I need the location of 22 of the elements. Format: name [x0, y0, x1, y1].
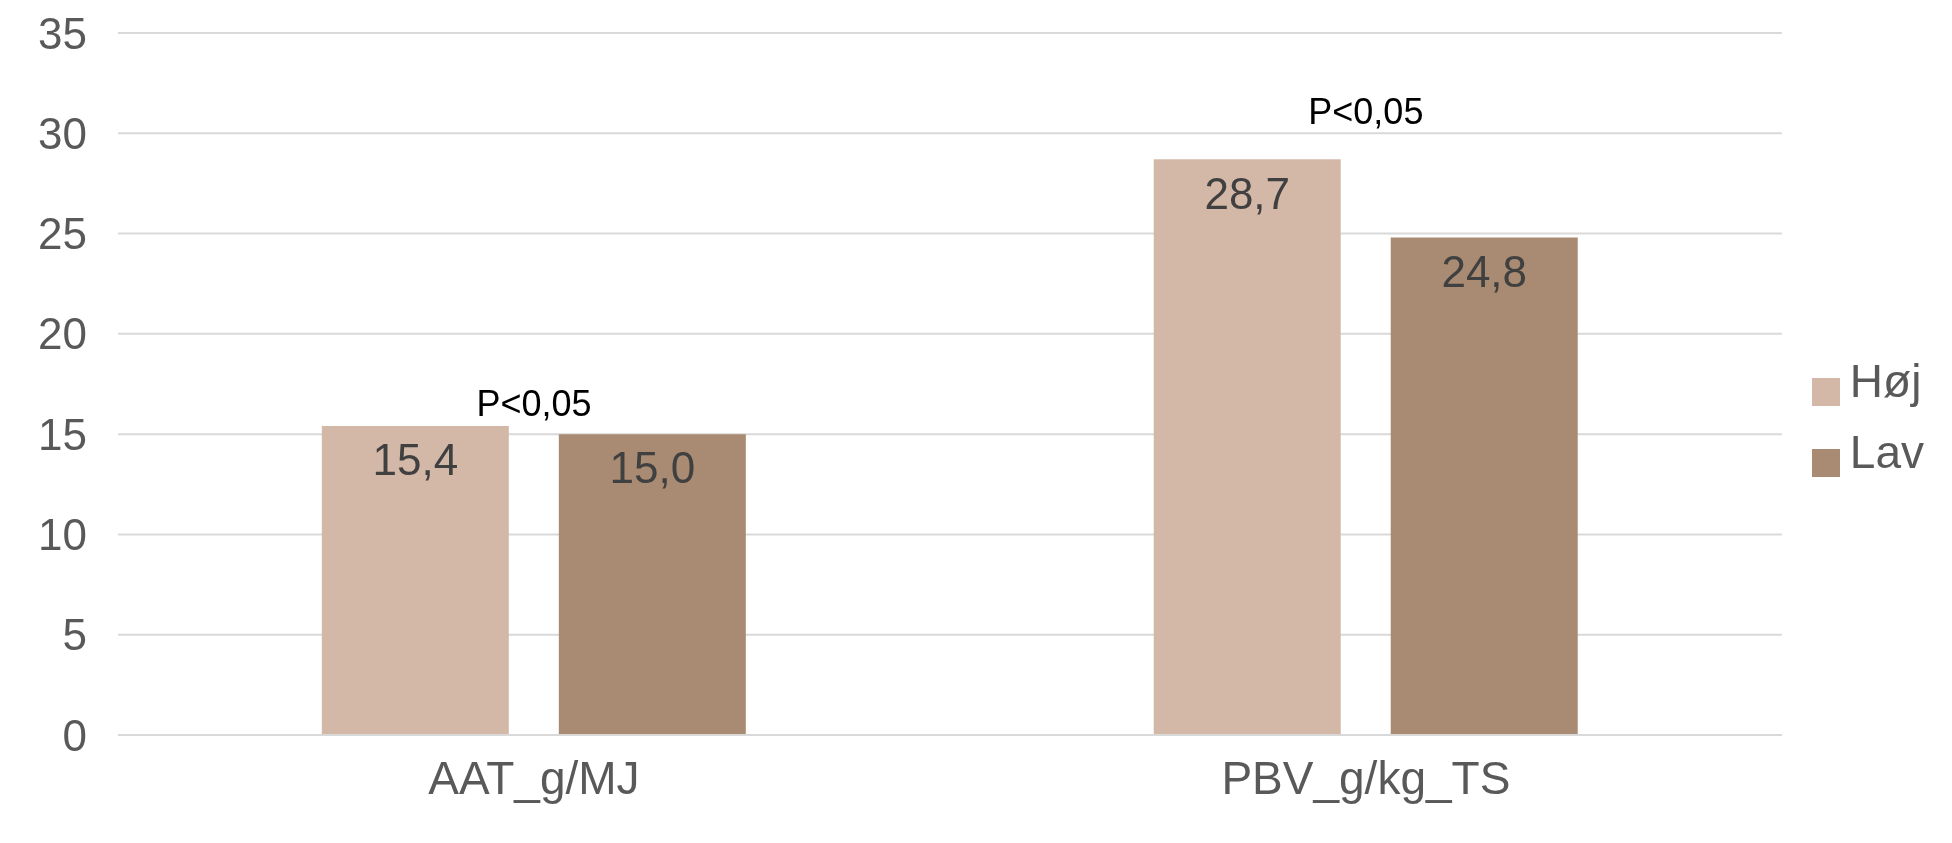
data-label: 15,4: [372, 435, 459, 485]
data-label: 24,8: [1441, 246, 1528, 296]
y-tick-label: 35: [38, 8, 87, 58]
y-tick-label: 20: [38, 309, 87, 359]
y-tick-label: 10: [38, 510, 87, 560]
y-tick-label: 15: [38, 409, 87, 459]
annotation: P<0,05: [1308, 91, 1424, 133]
y-tick-label: 0: [62, 710, 87, 760]
annotation: P<0,05: [476, 383, 592, 425]
bar: [558, 434, 746, 735]
bar: [1390, 237, 1578, 735]
y-tick-label: 25: [38, 209, 87, 259]
bar: [1153, 159, 1341, 735]
data-label: 28,7: [1204, 168, 1291, 218]
data-label: 15,0: [609, 443, 696, 493]
x-tick-label: PBV_g/kg_TS: [1221, 751, 1511, 804]
y-tick-label: 30: [38, 108, 87, 158]
y-tick-label: 5: [62, 610, 87, 660]
bar: [321, 426, 509, 735]
legend-label: Høj: [1849, 354, 1922, 407]
x-tick-label: AAT_g/MJ: [428, 751, 640, 804]
legend-label: Lav: [1849, 425, 1924, 478]
